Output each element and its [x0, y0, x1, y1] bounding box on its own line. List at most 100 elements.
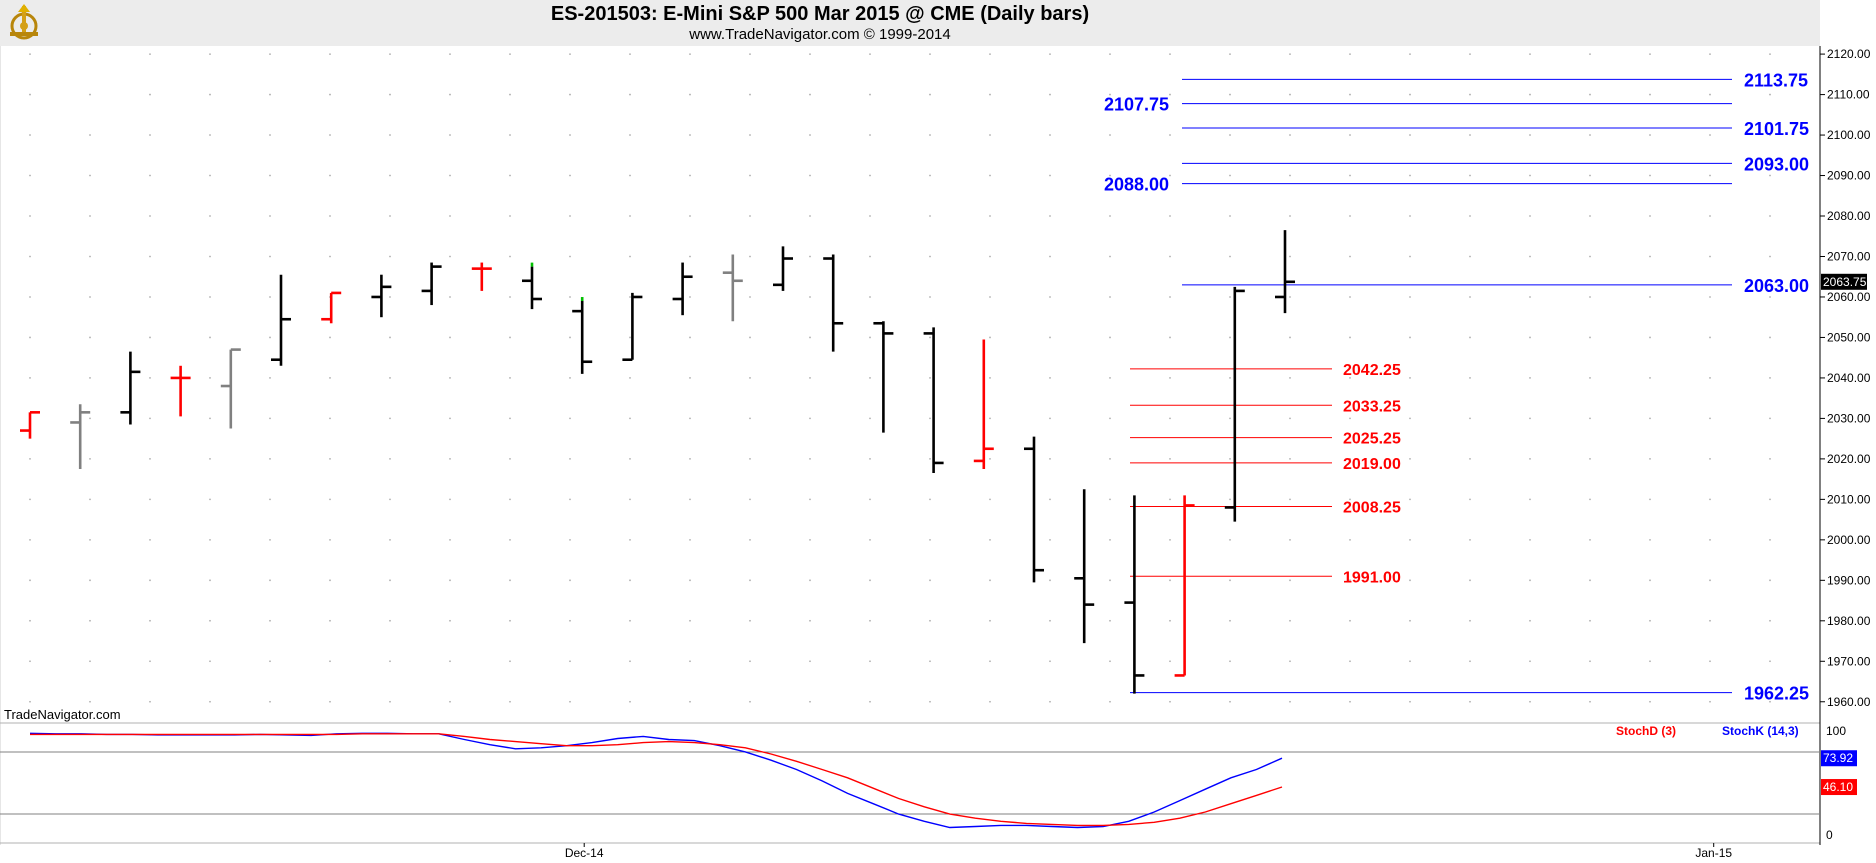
date-axis: Dec-14 Jan-15 [565, 843, 1732, 860]
grid-dot [1289, 377, 1291, 379]
grid-dot [749, 579, 751, 582]
grid-dot [389, 498, 391, 501]
grid-dot [29, 498, 31, 501]
price-panel-frame [0, 46, 1821, 845]
grid-dot [269, 134, 271, 136]
grid-dot [929, 53, 931, 55]
grid-dot [569, 134, 571, 136]
grid-dot [269, 538, 271, 541]
grid-dot [329, 619, 331, 622]
grid-dot [749, 457, 751, 460]
grid-dot [1589, 296, 1591, 298]
grid-dot [749, 93, 751, 96]
y-tick-label: 2090.00 [1827, 169, 1871, 183]
grid-dot [209, 134, 211, 136]
grid-dot [269, 417, 271, 420]
grid-dot [809, 619, 811, 622]
grid-dot [749, 538, 751, 541]
grid-dot [509, 215, 511, 217]
grid-dot [929, 579, 931, 582]
y-tick-label: 2030.00 [1827, 411, 1871, 425]
red-level-label: 2019.00 [1343, 456, 1401, 473]
grid-dot [89, 700, 91, 703]
grid-dot [869, 660, 871, 663]
grid-dot [989, 660, 991, 663]
grid-dot [1769, 660, 1771, 663]
grid-dot [989, 700, 991, 703]
grid-dot [569, 336, 571, 339]
grid-dot [929, 457, 931, 460]
grid-dot [629, 93, 631, 96]
grid-dot [1289, 619, 1291, 622]
grid-dot [1709, 134, 1711, 136]
grid-dot [1529, 174, 1531, 177]
grid-dot [1229, 538, 1231, 541]
ohlc-bar [572, 297, 593, 374]
grid-dot [509, 53, 511, 55]
y-tick-label: 2070.00 [1827, 249, 1871, 263]
grid-dot [929, 660, 931, 663]
grid-dot [509, 255, 511, 258]
grid-dot [89, 53, 91, 55]
y-tick-label: 2000.00 [1827, 533, 1871, 547]
grid-dot [749, 417, 751, 420]
grid-dot [1649, 336, 1651, 339]
ohlc-bar [973, 339, 994, 470]
grid-dot [1529, 700, 1531, 703]
grid-dot [269, 255, 271, 258]
blue-level-label: 2113.75 [1744, 70, 1808, 90]
grid-dot [629, 417, 631, 420]
grid-dot [269, 700, 271, 703]
grid-dot [1349, 255, 1351, 258]
grid-dot [1049, 619, 1051, 622]
grid-dot [749, 255, 751, 258]
grid-dot [1409, 53, 1411, 55]
grid-dot [1289, 660, 1291, 663]
grid-dot [1589, 417, 1591, 420]
grid-dot [149, 255, 151, 258]
grid-dot [89, 498, 91, 501]
grid-dot [1769, 619, 1771, 622]
grid-dot [329, 134, 331, 136]
grid-dot [1229, 660, 1231, 663]
ohlc-bar [421, 262, 442, 306]
grid-dot [1169, 579, 1171, 582]
grid-dot [989, 93, 991, 96]
grid-dot [689, 296, 691, 298]
stoch-last-label: 73.92 [1823, 751, 1853, 765]
grid-dot [1409, 134, 1411, 136]
grid-dot [869, 174, 871, 177]
grid-dot [509, 457, 511, 460]
grid-dot [1529, 660, 1531, 663]
grid-dot [929, 174, 931, 177]
grid-dot [209, 255, 211, 258]
grid-dot [1349, 215, 1351, 217]
grid-dot [1769, 579, 1771, 582]
grid-dot [869, 296, 871, 298]
grid-dot [1229, 336, 1231, 339]
watermark: TradeNavigator.com [4, 707, 121, 722]
grid-dot [1469, 255, 1471, 258]
ohlc-bar [1074, 489, 1095, 644]
blue-level-label: 2088.00 [1104, 175, 1169, 195]
grid-dot [1409, 579, 1411, 582]
grid-dot [1169, 296, 1171, 298]
grid-dot [1469, 215, 1471, 217]
grid-dot [1349, 417, 1351, 420]
grid-dot [809, 660, 811, 663]
ohlc-bar [1275, 230, 1295, 314]
grid-dot [509, 174, 511, 177]
grid-dot [869, 134, 871, 136]
grid-dot [1289, 336, 1291, 339]
legend-stochk: StochK (14,3) [1722, 724, 1799, 738]
grid-dot [1709, 377, 1711, 379]
grid-dot [989, 53, 991, 55]
grid-dot [509, 296, 511, 298]
grid-dot [269, 336, 271, 339]
grid-dot [689, 457, 691, 460]
grid-dot [1589, 336, 1591, 339]
grid-dot [1529, 498, 1531, 501]
grid-dot [569, 296, 571, 298]
grid-dot [329, 538, 331, 541]
